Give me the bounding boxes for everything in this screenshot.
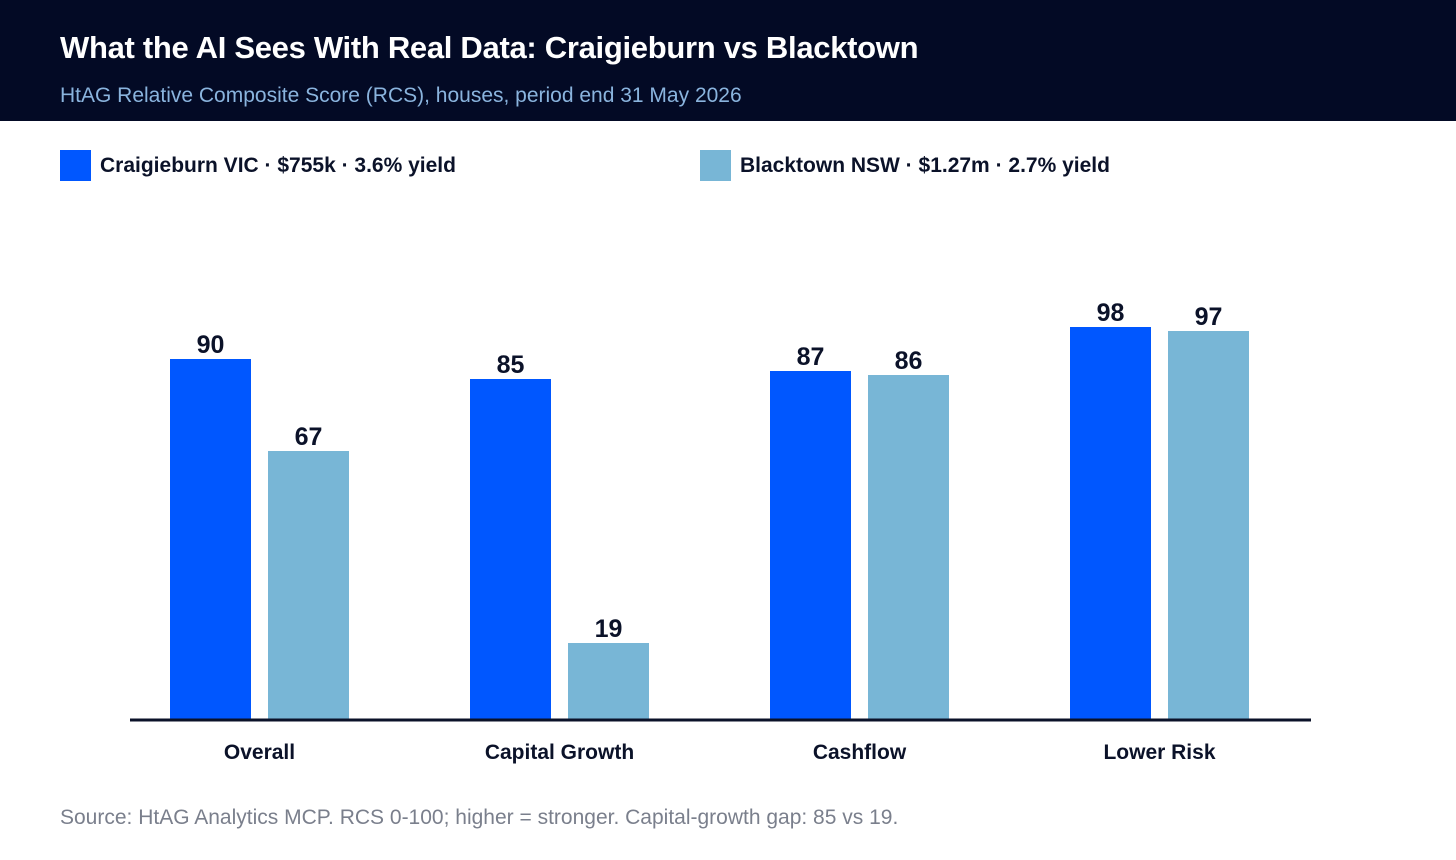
- legend-swatch-blacktown: [700, 150, 731, 181]
- legend-item-craigieburn: Craigieburn VIC · $755k · 3.6% yield: [60, 150, 456, 181]
- bar-lower-risk-craigieburn-vic: [1070, 327, 1151, 719]
- bar-cashflow-blacktown-nsw: [868, 375, 949, 719]
- chart-subtitle: HtAG Relative Composite Score (RCS), hou…: [60, 84, 742, 107]
- source-note: Source: HtAG Analytics MCP. RCS 0-100; h…: [60, 806, 899, 829]
- legend-item-blacktown: Blacktown NSW · $1.27m · 2.7% yield: [700, 150, 1110, 181]
- x-tick-label-lower-risk: Lower Risk: [1103, 741, 1215, 764]
- legend-label-blacktown: Blacktown NSW · $1.27m · 2.7% yield: [740, 153, 1110, 177]
- bar-cashflow-craigieburn-vic: [770, 371, 851, 719]
- chart-title: What the AI Sees With Real Data: Craigie…: [60, 30, 919, 65]
- data-label-cashflow-blacktown-nsw: 86: [895, 347, 923, 375]
- data-label-lower-risk-craigieburn-vic: 98: [1097, 299, 1125, 327]
- data-label-overall-blacktown-nsw: 67: [295, 423, 323, 451]
- data-label-lower-risk-blacktown-nsw: 97: [1195, 303, 1223, 331]
- bar-overall-blacktown-nsw: [268, 451, 349, 719]
- legend-label-craigieburn: Craigieburn VIC · $755k · 3.6% yield: [100, 153, 456, 177]
- legend-swatch-craigieburn: [60, 150, 91, 181]
- bar-overall-craigieburn-vic: [170, 359, 251, 719]
- bar-capital-growth-blacktown-nsw: [568, 643, 649, 719]
- bar-capital-growth-craigieburn-vic: [470, 379, 551, 719]
- chart-header: What the AI Sees With Real Data: Craigie…: [0, 0, 1456, 121]
- data-label-capital-growth-blacktown-nsw: 19: [595, 615, 623, 643]
- x-tick-label-overall: Overall: [224, 741, 295, 764]
- data-label-capital-growth-craigieburn-vic: 85: [497, 351, 525, 379]
- data-label-overall-craigieburn-vic: 90: [197, 331, 225, 359]
- x-tick-label-cashflow: Cashflow: [813, 741, 907, 764]
- x-tick-label-capital-growth: Capital Growth: [485, 741, 634, 764]
- data-label-cashflow-craigieburn-vic: 87: [797, 343, 825, 371]
- bar-lower-risk-blacktown-nsw: [1168, 331, 1249, 719]
